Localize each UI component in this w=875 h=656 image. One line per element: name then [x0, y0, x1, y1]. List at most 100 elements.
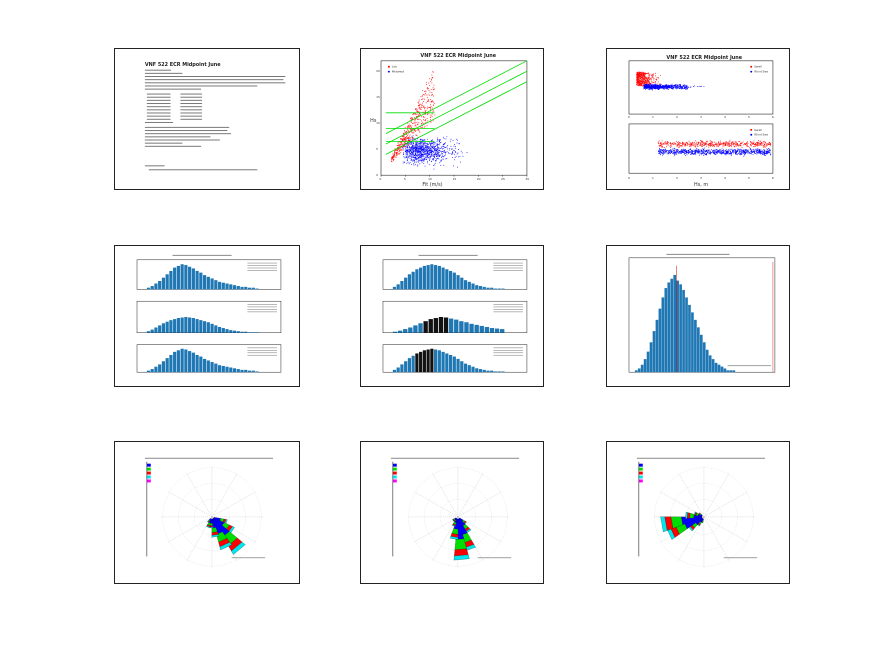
scatter-point-midwest — [419, 150, 421, 152]
ytick-label: 20 — [376, 69, 380, 73]
scatter-point-swell — [734, 140, 736, 142]
scatter-point-midwest — [406, 157, 408, 158]
scatter-point-swell — [758, 143, 760, 145]
scatter-point-midwest — [403, 161, 405, 163]
scatter-point-windsea — [674, 153, 676, 155]
scatter-point-windsea — [681, 87, 683, 89]
scatter-point-windsea — [664, 86, 666, 88]
scatter-point-midwest — [424, 141, 426, 143]
scatter-point-ldn — [418, 104, 420, 106]
scatter-point-windsea — [686, 88, 688, 90]
scatter-point-midwest — [447, 145, 449, 146]
scatter-point-midwest — [433, 168, 435, 170]
scatter-point-swell — [658, 83, 660, 85]
scatter-point-windsea — [759, 151, 761, 153]
scatter-point-windsea — [763, 152, 765, 154]
scatter-point-windsea — [741, 153, 743, 154]
scatter-point-ldn — [399, 152, 401, 154]
scatter-point-ldn — [421, 122, 423, 124]
scatter-point-swell — [641, 72, 642, 74]
scatter-point-windsea — [725, 149, 727, 150]
scatter-point-swell — [733, 142, 735, 144]
histogram-bar — [637, 368, 641, 373]
scatter-point-swell — [640, 72, 642, 73]
scatter-point-swell — [659, 74, 661, 76]
histogram-bar — [493, 288, 498, 290]
scatter-point-windsea — [684, 149, 686, 151]
scatter-point-windsea — [666, 84, 668, 86]
scatter-point-ldn — [407, 130, 409, 131]
scatter-point-windsea — [644, 83, 646, 85]
scatter-point-swell — [727, 144, 729, 146]
scatter-point-midwest — [445, 138, 447, 140]
scatter-point-ldn — [432, 100, 434, 102]
scatter-point-midwest — [432, 159, 434, 161]
scatter-point-swell — [680, 143, 682, 145]
scatter-point-swell — [719, 142, 721, 144]
scatter-point-swell — [706, 141, 707, 143]
scatter-point-windsea — [673, 153, 675, 155]
scatter-point-windsea — [652, 87, 654, 89]
scatter-point-midwest — [432, 148, 434, 149]
histogram-bar — [392, 286, 397, 290]
text-line — [144, 126, 230, 128]
histogram-bar — [685, 297, 688, 373]
scatter-point-midwest — [415, 153, 417, 155]
scatter-point-ldn — [393, 159, 394, 161]
scatter-point-midwest — [425, 150, 427, 152]
panel-rose-1 — [114, 441, 300, 584]
scatter-point-midwest — [418, 150, 420, 152]
scatter-point-midwest — [414, 150, 416, 152]
scatter-point-ldn — [422, 111, 424, 113]
histogram-bar — [154, 327, 158, 333]
scatter-point-swell — [726, 142, 728, 144]
scatter-point-ldn — [403, 140, 405, 141]
scatter-point-ldn — [415, 124, 417, 126]
scatter-point-ldn — [409, 134, 411, 136]
scatter-point-ldn — [421, 120, 422, 122]
scatter-point-midwest — [442, 154, 443, 156]
scatter-point-swell — [700, 140, 701, 142]
scatter-point-midwest — [414, 157, 416, 159]
scatter-point-swell — [768, 143, 770, 145]
scatter-point-windsea — [721, 152, 723, 154]
scatter-point-windsea — [705, 150, 707, 152]
scatter-point-windsea — [643, 86, 645, 87]
scatter-point-ldn — [401, 147, 403, 149]
scatter-point-swell — [641, 78, 642, 80]
scatter-point-midwest — [443, 146, 445, 148]
histogram-bar — [202, 358, 207, 373]
scatter-point-windsea — [712, 150, 714, 152]
scatter-point-midwest — [437, 158, 438, 160]
scatter-point-windsea — [746, 149, 748, 151]
scatter-point-ldn — [400, 138, 402, 140]
scatter-point-ldn — [403, 146, 405, 148]
scatter-point-midwest — [431, 150, 433, 151]
scatter-point-midwest — [415, 147, 417, 149]
scatter-point-swell — [655, 75, 656, 77]
scatter-point-swell — [636, 82, 638, 84]
scatter-point-swell — [764, 144, 766, 146]
scatter-point-swell — [641, 74, 643, 76]
scatter-point-midwest — [412, 155, 414, 157]
scatter-point-windsea — [649, 83, 651, 84]
scatter-point-windsea — [672, 88, 673, 90]
scatter-point-swell — [645, 80, 647, 82]
scatter-point-windsea — [713, 151, 715, 153]
scatter-point-swell — [694, 143, 696, 145]
scatter-point-swell — [739, 143, 741, 145]
scatter-point-ldn — [425, 94, 427, 96]
scatter-point-windsea — [745, 152, 747, 153]
scatter-point-midwest — [435, 153, 437, 155]
scatter-point-windsea — [659, 84, 660, 86]
scatter-point-windsea — [693, 149, 695, 151]
scatter-point-midwest — [429, 158, 431, 160]
scatter-point-windsea — [766, 153, 768, 155]
scatter-point-windsea — [647, 87, 649, 89]
scatter-point-swell — [697, 142, 699, 143]
scatter-point-swell — [638, 84, 640, 86]
scatter-point-swell — [639, 84, 641, 86]
scatter-point-windsea — [723, 153, 725, 154]
panel-rose-2 — [360, 441, 544, 584]
scatter-point-midwest — [416, 140, 417, 142]
